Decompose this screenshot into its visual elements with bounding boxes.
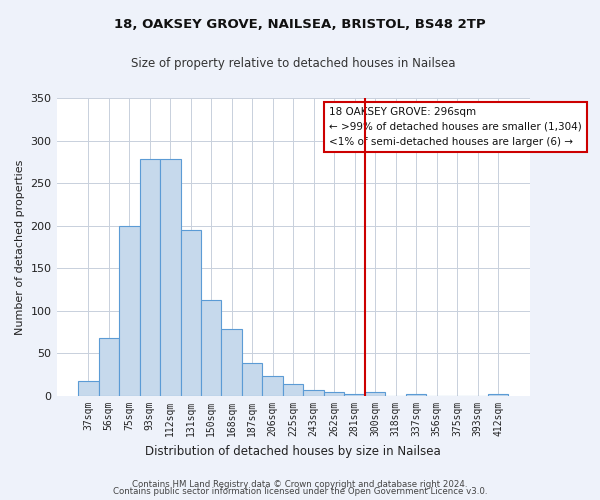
Bar bbox=[406, 394, 427, 396]
Bar bbox=[488, 394, 508, 396]
Title: Size of property relative to detached houses in Nailsea: Size of property relative to detached ho… bbox=[131, 58, 455, 70]
Bar bbox=[140, 160, 160, 396]
Bar bbox=[78, 380, 98, 396]
Bar bbox=[160, 160, 181, 396]
Text: 18, OAKSEY GROVE, NAILSEA, BRISTOL, BS48 2TP: 18, OAKSEY GROVE, NAILSEA, BRISTOL, BS48… bbox=[114, 18, 486, 30]
Bar bbox=[119, 226, 140, 396]
Bar bbox=[181, 230, 201, 396]
Bar bbox=[304, 390, 324, 396]
Bar bbox=[283, 384, 304, 396]
Bar bbox=[365, 392, 385, 396]
X-axis label: Distribution of detached houses by size in Nailsea: Distribution of detached houses by size … bbox=[145, 444, 441, 458]
Bar bbox=[324, 392, 344, 396]
Bar bbox=[98, 338, 119, 396]
Bar bbox=[201, 300, 221, 396]
Bar bbox=[262, 376, 283, 396]
Text: Contains HM Land Registry data © Crown copyright and database right 2024.: Contains HM Land Registry data © Crown c… bbox=[132, 480, 468, 489]
Bar bbox=[344, 394, 365, 396]
Y-axis label: Number of detached properties: Number of detached properties bbox=[15, 160, 25, 334]
Text: 18 OAKSEY GROVE: 296sqm
← >99% of detached houses are smaller (1,304)
<1% of sem: 18 OAKSEY GROVE: 296sqm ← >99% of detach… bbox=[329, 107, 581, 146]
Bar bbox=[221, 329, 242, 396]
Text: Contains public sector information licensed under the Open Government Licence v3: Contains public sector information licen… bbox=[113, 487, 487, 496]
Bar bbox=[242, 363, 262, 396]
